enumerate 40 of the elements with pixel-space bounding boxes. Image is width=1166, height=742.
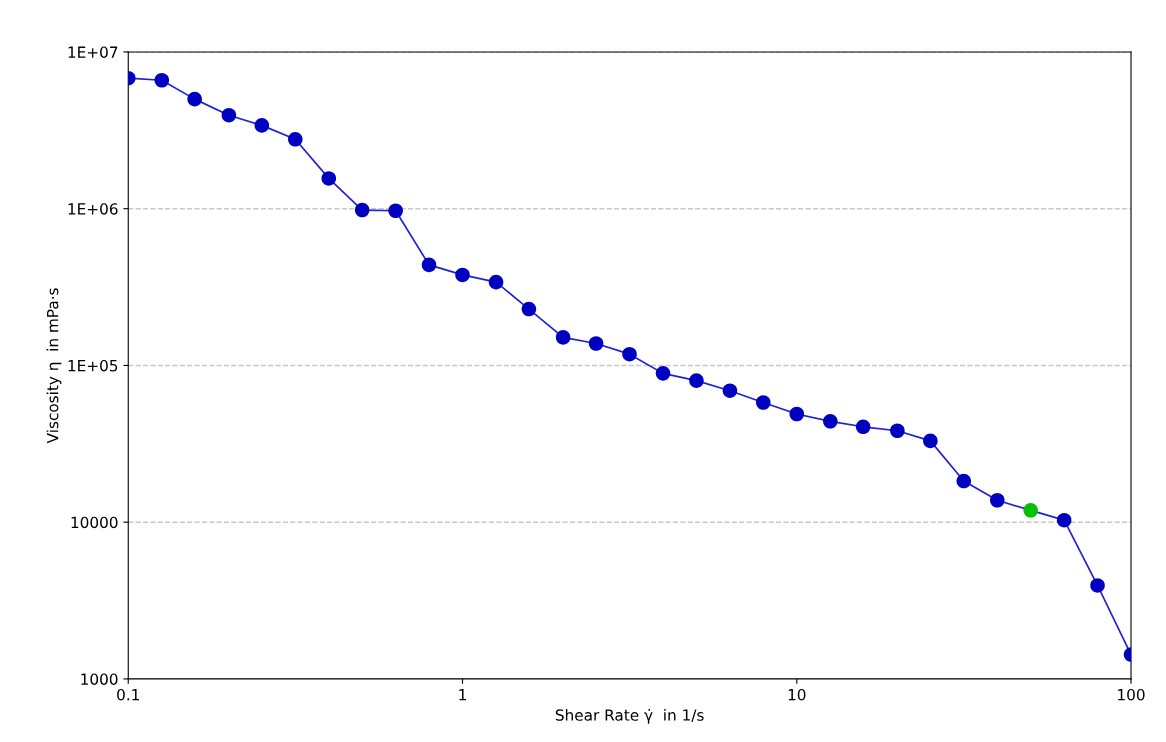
point	[154, 72, 170, 88]
point	[421, 257, 437, 273]
x-tick-label: 0.1	[117, 688, 139, 701]
point	[823, 414, 838, 429]
point	[689, 373, 704, 388]
point	[187, 91, 202, 107]
point	[890, 423, 905, 439]
point	[254, 118, 270, 133]
point	[622, 346, 637, 362]
y-tick-label: 1E+06	[68, 203, 118, 215]
x-axis-title: Shear Rate γ̇ in 1/s	[555, 708, 704, 724]
y-axis-title: Viscosity η in mPa·s	[46, 288, 62, 444]
point	[722, 383, 738, 398]
y-tick-label: 1000	[81, 673, 118, 685]
point	[923, 433, 938, 449]
x-tick-label: 1	[459, 689, 466, 701]
point	[521, 301, 537, 317]
point	[1023, 503, 1038, 518]
point	[655, 366, 671, 381]
point	[221, 107, 237, 123]
point	[354, 202, 370, 218]
y-tick-label: 1E+05	[68, 359, 118, 372]
point	[321, 171, 337, 186]
point	[789, 406, 805, 422]
point	[588, 336, 604, 351]
y-tick-label: 10000	[71, 516, 118, 529]
point	[488, 274, 504, 290]
point	[388, 203, 403, 219]
point	[455, 267, 470, 283]
point	[855, 419, 871, 435]
point	[990, 492, 1005, 508]
point	[1090, 578, 1105, 593]
point	[1056, 512, 1072, 528]
x-tick-label: 10	[788, 688, 806, 701]
x-tick-label: 100	[1118, 688, 1145, 701]
y-tick-label: 1E+07	[68, 46, 118, 58]
point	[756, 395, 771, 410]
point	[555, 330, 571, 345]
point	[956, 473, 972, 489]
point	[288, 132, 303, 147]
